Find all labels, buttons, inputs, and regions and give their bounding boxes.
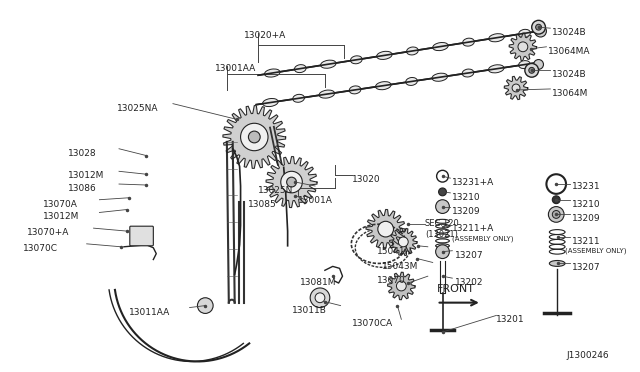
Text: 13070: 13070 (377, 276, 406, 285)
Circle shape (436, 200, 449, 214)
Text: 13070A: 13070A (43, 200, 77, 209)
Text: SEC.120: SEC.120 (425, 219, 460, 228)
Ellipse shape (433, 42, 448, 51)
Text: (13021): (13021) (425, 230, 458, 239)
Circle shape (518, 42, 528, 52)
Text: 13211: 13211 (572, 237, 600, 246)
Text: 13012M: 13012M (68, 171, 104, 180)
Circle shape (438, 188, 447, 196)
Text: 15041N: 15041N (377, 247, 412, 256)
Ellipse shape (376, 51, 392, 60)
Text: 13020+A: 13020+A (243, 31, 286, 40)
Circle shape (532, 20, 545, 34)
Text: J1300246: J1300246 (566, 351, 609, 360)
Text: 13231+A: 13231+A (452, 178, 495, 187)
Text: 13207: 13207 (572, 263, 600, 272)
Circle shape (548, 206, 564, 222)
Text: 13209: 13209 (572, 214, 600, 224)
Polygon shape (366, 209, 405, 249)
Ellipse shape (264, 69, 280, 77)
Polygon shape (266, 157, 317, 208)
Text: 13086: 13086 (68, 184, 97, 193)
Text: 13025N: 13025N (258, 186, 294, 195)
Ellipse shape (349, 86, 361, 94)
Text: 13012M: 13012M (43, 212, 79, 221)
Circle shape (552, 196, 560, 203)
Text: 13025NA: 13025NA (117, 104, 159, 113)
Text: 13001AA: 13001AA (215, 64, 257, 73)
Ellipse shape (294, 65, 306, 73)
Text: 15043M: 15043M (381, 263, 418, 272)
Circle shape (534, 60, 543, 69)
Text: 13020: 13020 (353, 175, 381, 184)
Ellipse shape (319, 90, 335, 98)
Text: 13024B: 13024B (552, 70, 587, 79)
Text: 13001A: 13001A (298, 196, 333, 205)
Text: 13070C: 13070C (23, 244, 58, 253)
Circle shape (536, 24, 541, 30)
Ellipse shape (462, 69, 474, 77)
Ellipse shape (262, 99, 278, 106)
Ellipse shape (292, 94, 305, 102)
Circle shape (310, 288, 330, 308)
Polygon shape (504, 76, 528, 100)
Text: 13064M: 13064M (552, 89, 589, 98)
Circle shape (398, 237, 408, 247)
Text: (ASSEMBLY ONLY): (ASSEMBLY ONLY) (452, 235, 514, 241)
Text: 13024B: 13024B (552, 28, 587, 37)
Text: 13202: 13202 (455, 278, 484, 287)
Ellipse shape (488, 65, 504, 73)
Text: 13211+A: 13211+A (452, 224, 495, 233)
Circle shape (396, 281, 406, 291)
Text: 13070+A: 13070+A (27, 228, 69, 237)
Text: FRONT: FRONT (436, 284, 475, 294)
Polygon shape (388, 272, 415, 300)
Circle shape (315, 293, 325, 303)
Circle shape (529, 67, 534, 73)
Text: 13070CA: 13070CA (353, 319, 394, 328)
Circle shape (436, 245, 449, 259)
Text: 13209: 13209 (452, 206, 481, 216)
Ellipse shape (489, 34, 504, 42)
Text: 13201: 13201 (497, 315, 525, 324)
Circle shape (534, 25, 547, 37)
Polygon shape (390, 228, 417, 256)
Text: 13210: 13210 (572, 200, 600, 209)
FancyBboxPatch shape (130, 226, 154, 246)
Ellipse shape (321, 60, 336, 68)
Text: 13085: 13085 (248, 200, 277, 209)
Text: 13028: 13028 (68, 149, 97, 158)
Circle shape (248, 131, 260, 143)
Circle shape (552, 211, 560, 218)
Ellipse shape (376, 81, 391, 90)
Circle shape (198, 298, 213, 314)
Circle shape (281, 171, 302, 193)
Ellipse shape (518, 29, 531, 37)
Text: 13064MA: 13064MA (548, 47, 591, 56)
Text: (ASSEMBLY ONLY): (ASSEMBLY ONLY) (565, 248, 627, 254)
Text: 13081M: 13081M (300, 278, 337, 287)
Text: 13011B: 13011B (292, 305, 326, 315)
Text: 13210: 13210 (452, 193, 481, 202)
Ellipse shape (406, 77, 417, 86)
Text: 13231: 13231 (572, 182, 600, 191)
Circle shape (378, 221, 394, 237)
Ellipse shape (406, 47, 419, 55)
Ellipse shape (463, 38, 474, 46)
Circle shape (512, 84, 520, 92)
Ellipse shape (351, 56, 362, 64)
Circle shape (241, 123, 268, 151)
Text: 13011AA: 13011AA (129, 308, 170, 317)
Text: 13207: 13207 (455, 251, 484, 260)
Ellipse shape (518, 61, 531, 68)
Circle shape (287, 177, 296, 187)
Polygon shape (223, 106, 285, 169)
Polygon shape (509, 33, 536, 61)
Ellipse shape (432, 73, 447, 81)
Ellipse shape (549, 260, 565, 266)
Circle shape (525, 64, 539, 77)
